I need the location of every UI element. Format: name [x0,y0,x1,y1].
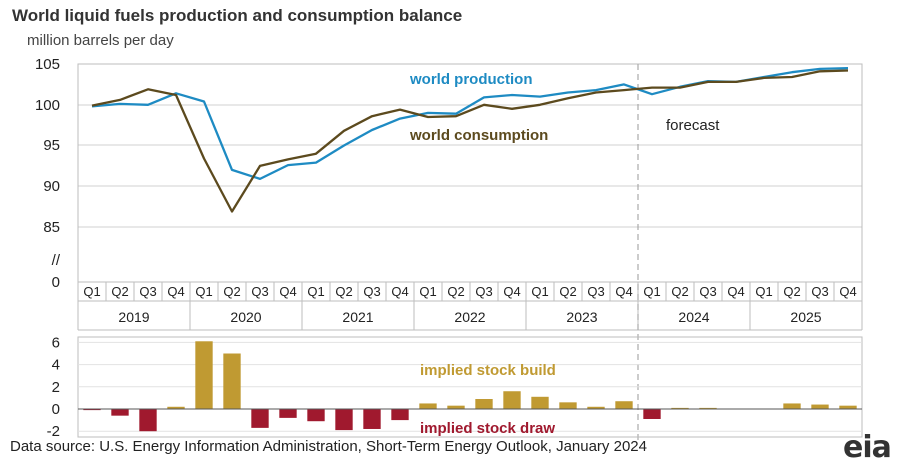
implied-stock-draw-label: implied stock draw [420,420,555,437]
implied-stock-build-label: implied stock build [420,362,556,379]
stock-change-bar [363,409,381,429]
y-tick-label: 0 [52,274,60,291]
x-tick-label: Q1 [307,284,324,299]
x-tick-label: Q1 [755,284,772,299]
year-label: 2019 [118,309,149,325]
stock-change-bar [811,404,829,409]
stock-change-bar [167,406,185,409]
x-tick-label: Q2 [111,284,128,299]
year-label: 2021 [342,309,373,325]
forecast-label: forecast [666,117,720,134]
stock-change-bar [307,409,325,422]
y-axis-unit-label: million barrels per day [27,32,174,49]
data-source-note: Data source: U.S. Energy Information Adm… [10,438,647,455]
x-tick-label: Q4 [279,284,296,299]
year-label: 2022 [454,309,485,325]
y-tick-label: // [52,252,61,269]
x-tick-label: Q3 [363,284,380,299]
x-tick-label: Q1 [419,284,436,299]
stock-change-bar [699,407,717,409]
world-production-label: world production [409,71,532,88]
stock-change-bar [139,409,157,432]
x-tick-label: Q4 [839,284,856,299]
x-tick-label: Q1 [531,284,548,299]
x-tick-label: Q4 [167,284,184,299]
world-consumption-line [91,69,849,213]
x-tick-label: Q1 [643,284,660,299]
year-label: 2023 [566,309,597,325]
y-tick-label: 95 [43,137,60,154]
y-tick-label: 90 [43,178,60,195]
stock-change-bar [447,405,465,409]
y-tick-label: 100 [35,97,60,114]
x-tick-label: Q2 [223,284,240,299]
stock-change-bar [615,401,633,409]
x-tick-label: Q2 [559,284,576,299]
world-consumption-label: world consumption [409,127,548,144]
stock-change-bar [559,402,577,409]
bar-y-tick-label: 2 [52,379,60,396]
stock-change-bar [335,409,353,431]
year-label: 2020 [230,309,261,325]
stock-change-bar [587,406,605,409]
stock-change-bar [111,409,129,416]
x-tick-label: Q1 [83,284,100,299]
x-tick-label: Q4 [503,284,520,299]
stock-change-bar [643,409,661,419]
bar-y-tick-label: -2 [47,423,60,440]
stock-change-bar [475,399,493,409]
stock-change-bar [419,403,437,409]
stock-change-bar [783,403,801,409]
x-tick-label: Q4 [615,284,632,299]
bar-y-tick-label: 6 [52,334,60,351]
x-tick-label: Q2 [335,284,352,299]
y-tick-label: 85 [43,219,60,236]
year-label: 2025 [790,309,821,325]
y-tick-label: 105 [35,56,60,73]
x-tick-label: Q1 [195,284,212,299]
stock-change-bar [503,391,521,409]
stock-change-bar [279,409,297,418]
stock-change-bar [391,409,409,421]
x-tick-label: Q3 [251,284,268,299]
x-tick-label: Q3 [699,284,716,299]
x-tick-label: Q2 [447,284,464,299]
stock-change-bar [223,353,241,409]
eia-logo: eia [843,430,892,465]
stock-change-bar [195,341,213,409]
x-tick-label: Q3 [139,284,156,299]
stock-change-bar [531,396,549,409]
x-tick-label: Q4 [391,284,408,299]
x-tick-label: Q2 [783,284,800,299]
stock-change-bar [671,407,689,409]
stock-change-bar [83,409,101,411]
year-label: 2024 [678,309,709,325]
x-tick-label: Q3 [811,284,828,299]
bar-y-tick-label: 0 [52,401,60,418]
stock-change-bar [251,409,269,428]
x-tick-label: Q3 [475,284,492,299]
chart-title: World liquid fuels production and consum… [12,6,463,25]
bar-y-tick-label: 4 [52,357,60,374]
x-tick-label: Q3 [587,284,604,299]
x-tick-label: Q2 [671,284,688,299]
stock-change-bar [839,405,857,409]
top-panel-frame [77,63,863,283]
x-tick-label: Q4 [727,284,744,299]
